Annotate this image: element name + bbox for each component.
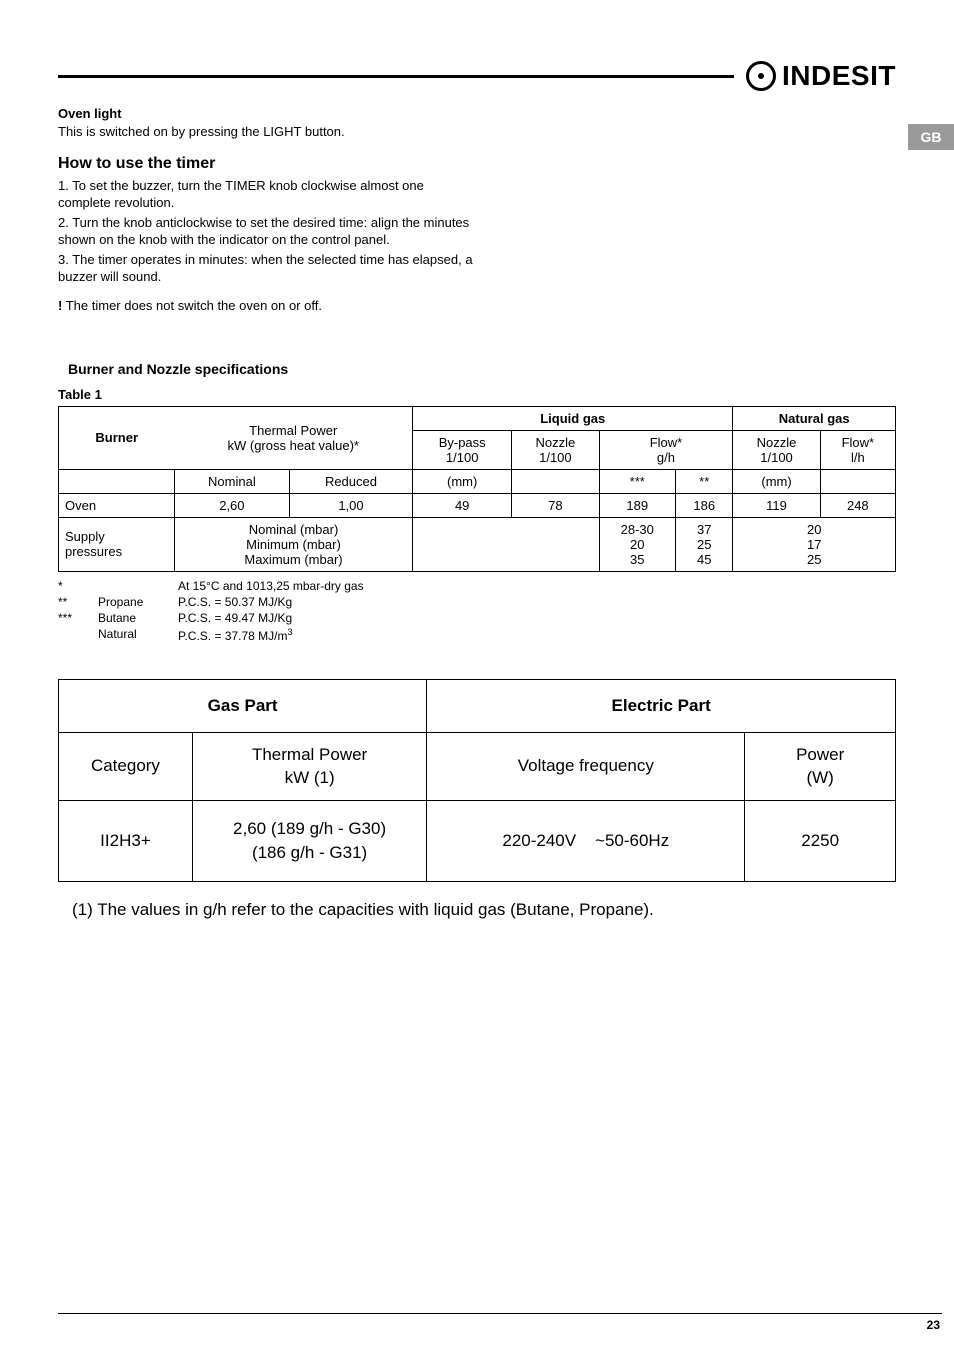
page-number: 23 xyxy=(58,1318,942,1332)
footnote-value: P.C.S. = 50.37 MJ/Kg xyxy=(178,594,292,610)
footnote-value: P.C.S. = 37.78 MJ/m3 xyxy=(178,626,293,644)
burner-spec-table: Burner Thermal Power kW (gross heat valu… xyxy=(58,406,896,572)
oven-light-body: This is switched on by pressing the LIGH… xyxy=(58,123,478,141)
row-oven-nominal: 2,60 xyxy=(174,493,289,517)
row-oven-flow-star3: 189 xyxy=(599,493,676,517)
sub-thermal-power: Thermal Power kW (1) xyxy=(192,732,426,801)
sub-star3: *** xyxy=(599,469,676,493)
timer-line-2: 2. Turn the knob anticlockwise to set th… xyxy=(58,214,478,249)
footnote-value: P.C.S. = 49.47 MJ/Kg xyxy=(178,610,292,626)
timer-line-3: 3. The timer operates in minutes: when t… xyxy=(58,251,478,286)
row-oven-name: Oven xyxy=(59,493,175,517)
footnote-name: Natural xyxy=(98,626,178,644)
head-gas-part: Gas Part xyxy=(59,679,427,732)
footnote-row: * At 15°C and 1013,25 mbar-dry gas xyxy=(58,578,896,594)
col-bypass: By-pass 1/100 xyxy=(413,430,512,469)
cell-power: 2250 xyxy=(745,801,896,882)
timer-line-1: 1. To set the buzzer, turn the TIMER kno… xyxy=(58,177,478,212)
cell-category: II2H3+ xyxy=(59,801,193,882)
row-supply-liq3: 28-30 20 35 xyxy=(599,517,676,571)
footer-rule xyxy=(58,1313,942,1314)
row-supply-desc: Nominal (mbar) Minimum (mbar) Maximum (m… xyxy=(174,517,412,571)
row-supply-liq2: 37 25 45 xyxy=(676,517,733,571)
brand-logo: INDESIT xyxy=(746,60,896,92)
sub-mm-2: (mm) xyxy=(733,469,820,493)
cell-empty xyxy=(512,469,599,493)
footnotes: * At 15°C and 1013,25 mbar-dry gas ** Pr… xyxy=(58,578,896,645)
timer-heading: How to use the timer xyxy=(58,155,896,173)
header-rule-brand: INDESIT xyxy=(58,60,896,92)
burner-spec-heading: Burner and Nozzle specifications xyxy=(68,361,896,377)
page-footer: 23 xyxy=(58,1313,942,1332)
col-nozzle-liquid: Nozzle 1/100 xyxy=(512,430,599,469)
col-burner: Burner xyxy=(59,406,175,469)
oven-light-heading: Oven light xyxy=(58,106,896,121)
row-oven-nozzle2: 119 xyxy=(733,493,820,517)
cell-empty xyxy=(413,517,599,571)
sub-reduced: Reduced xyxy=(289,469,412,493)
sub-mm-1: (mm) xyxy=(413,469,512,493)
footnote-mark: * xyxy=(58,578,98,594)
cell-empty xyxy=(59,469,175,493)
table1-label: Table 1 xyxy=(58,387,896,402)
head-electric-part: Electric Part xyxy=(427,679,896,732)
brand-icon xyxy=(746,61,776,91)
footnote-row: Natural P.C.S. = 37.78 MJ/m3 xyxy=(58,626,896,644)
language-tab: GB xyxy=(908,124,954,150)
sub-star2: ** xyxy=(676,469,733,493)
footnote-mark: ** xyxy=(58,594,98,610)
top-horizontal-rule xyxy=(58,75,734,78)
footnote-name xyxy=(98,578,178,594)
note-below-table: (1) The values in g/h refer to the capac… xyxy=(72,900,896,920)
col-liquid-gas: Liquid gas xyxy=(413,406,733,430)
sub-category: Category xyxy=(59,732,193,801)
footnote-row: *** Butane P.C.S. = 49.47 MJ/Kg xyxy=(58,610,896,626)
col-thermal-power: Thermal Power kW (gross heat value)* xyxy=(174,406,412,469)
row-supply-nat: 20 17 25 xyxy=(733,517,896,571)
row-oven-flow-star2: 186 xyxy=(676,493,733,517)
brand-text: INDESIT xyxy=(782,60,896,92)
row-supply-name: Supply pressures xyxy=(59,517,175,571)
sub-nominal: Nominal xyxy=(174,469,289,493)
timer-warning-text: The timer does not switch the oven on or… xyxy=(62,298,322,313)
timer-body: 1. To set the buzzer, turn the TIMER kno… xyxy=(58,177,478,286)
footnote-mark xyxy=(58,626,98,644)
col-flow-gh: Flow* g/h xyxy=(599,430,733,469)
cell-thermal: 2,60 (189 g/h - G30) (186 g/h - G31) xyxy=(192,801,426,882)
col-natural-gas: Natural gas xyxy=(733,406,896,430)
row-oven-flow-lh: 248 xyxy=(820,493,895,517)
row-oven-reduced: 1,00 xyxy=(289,493,412,517)
sub-power-w: Power (W) xyxy=(745,732,896,801)
footnote-value: At 15°C and 1013,25 mbar-dry gas xyxy=(178,578,364,594)
timer-warning: ! The timer does not switch the oven on … xyxy=(58,298,478,313)
cell-voltage: 220-240V ~50-60Hz xyxy=(427,801,745,882)
gas-electric-parts-table: Gas Part Electric Part Category Thermal … xyxy=(58,679,896,882)
cell-empty xyxy=(820,469,895,493)
row-oven-bypass: 49 xyxy=(413,493,512,517)
col-flow-lh: Flow* l/h xyxy=(820,430,895,469)
col-nozzle-natural: Nozzle 1/100 xyxy=(733,430,820,469)
row-oven-nozzle: 78 xyxy=(512,493,599,517)
footnote-name: Propane xyxy=(98,594,178,610)
sub-voltage-frequency: Voltage frequency xyxy=(427,732,745,801)
footnote-mark: *** xyxy=(58,610,98,626)
footnote-row: ** Propane P.C.S. = 50.37 MJ/Kg xyxy=(58,594,896,610)
footnote-name: Butane xyxy=(98,610,178,626)
